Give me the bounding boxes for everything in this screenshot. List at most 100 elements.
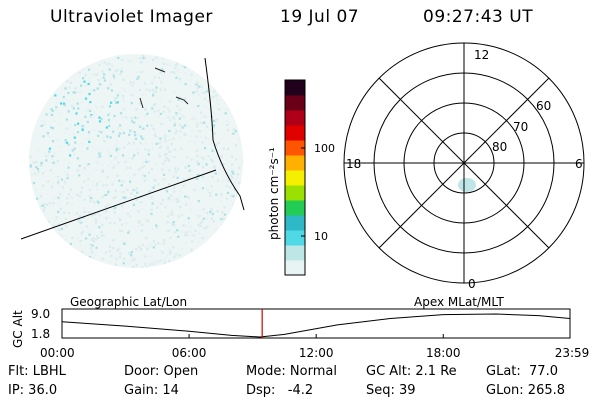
emission-pixel <box>144 263 147 266</box>
emission-pixel <box>196 160 199 163</box>
emission-pixel <box>163 105 166 108</box>
emission-pixel <box>145 178 148 181</box>
emission-pixel <box>94 105 97 108</box>
emission-pixel <box>90 257 93 260</box>
emission-pixel <box>128 156 131 159</box>
colorbar-band <box>285 230 305 246</box>
emission-pixel <box>107 87 110 90</box>
emission-pixel <box>160 250 163 253</box>
colorbar-frame <box>284 79 306 276</box>
emission-pixel <box>86 163 89 166</box>
emission-pixel <box>209 158 213 161</box>
emission-pixel <box>176 105 179 108</box>
emission-pixel <box>103 61 106 64</box>
emission-pixel <box>108 68 111 71</box>
emission-pixel <box>153 76 156 79</box>
emission-pixel <box>120 70 123 73</box>
emission-pixel <box>35 174 38 177</box>
emission-pixel <box>94 223 97 226</box>
emission-pixel <box>176 200 179 203</box>
emission-pixel <box>126 188 129 192</box>
emission-pixel <box>143 174 146 178</box>
emission-pixel <box>132 142 135 145</box>
emission-pixel <box>67 110 70 113</box>
emission-pixel <box>147 160 150 163</box>
emission-pixel <box>160 210 163 213</box>
emission-pixel <box>161 68 164 71</box>
emission-pixel <box>213 90 216 93</box>
timeline-left-title: Geographic Lat/Lon <box>70 295 188 309</box>
emission-pixel <box>107 164 110 167</box>
emission-pixel <box>66 173 69 176</box>
emission-pixel <box>163 73 166 76</box>
emission-pixel <box>107 62 110 65</box>
emission-pixel <box>69 242 73 246</box>
emission-pixel <box>94 160 98 163</box>
emission-pixel <box>210 208 213 211</box>
emission-pixel <box>198 215 201 218</box>
emission-pixel <box>216 179 220 182</box>
gain-readout: Gain: 14 <box>124 383 179 398</box>
emission-pixel <box>47 154 50 157</box>
emission-pixel <box>114 196 117 199</box>
emission-pixel <box>223 213 226 216</box>
emission-pixel <box>143 82 146 85</box>
emission-pixel <box>119 229 122 232</box>
emission-pixel <box>132 203 135 206</box>
emission-pixel <box>75 112 78 115</box>
emission-pixel <box>99 180 102 183</box>
emission-pixel <box>97 134 100 137</box>
emission-pixel <box>150 168 153 171</box>
emission-pixel <box>152 94 155 97</box>
emission-pixel <box>147 153 150 156</box>
emission-pixel <box>139 248 142 251</box>
emission-pixel <box>71 203 74 206</box>
emission-pixel <box>205 185 208 188</box>
emission-pixel <box>51 157 54 160</box>
emission-pixel <box>77 122 80 125</box>
emission-pixel <box>210 128 213 131</box>
emission-pixel <box>108 260 112 264</box>
emission-pixel <box>214 172 217 175</box>
emission-pixel <box>217 103 220 106</box>
emission-pixel <box>238 181 241 185</box>
emission-pixel <box>141 137 144 140</box>
emission-pixel <box>68 99 71 102</box>
emission-pixel <box>96 154 99 158</box>
emission-pixel <box>226 191 230 194</box>
emission-pixel <box>191 130 194 133</box>
emission-pixel <box>110 89 114 92</box>
emission-pixel <box>154 103 157 106</box>
emission-pixel <box>147 171 150 174</box>
emission-pixel <box>111 183 114 186</box>
emission-pixel <box>202 208 205 211</box>
emission-pixel <box>150 196 153 199</box>
emission-pixel <box>172 246 175 249</box>
emission-pixel <box>172 115 175 119</box>
emission-pixel <box>66 202 69 205</box>
emission-pixel <box>105 210 108 213</box>
emission-pixel <box>126 212 129 215</box>
emission-pixel <box>206 100 210 103</box>
emission-pixel <box>166 221 169 224</box>
emission-pixel <box>112 197 115 200</box>
emission-pixel <box>186 156 189 159</box>
emission-pixel <box>91 213 94 217</box>
emission-pixel <box>104 120 107 124</box>
emission-pixel <box>187 196 190 199</box>
emission-pixel <box>160 123 163 126</box>
emission-pixel <box>125 222 128 225</box>
emission-pixel <box>88 80 91 83</box>
emission-pixel <box>48 112 51 115</box>
emission-pixel <box>156 261 159 264</box>
emission-pixel <box>183 132 186 135</box>
seq-readout: Seq: 39 <box>366 383 416 398</box>
emission-pixel <box>163 258 166 261</box>
emission-pixel <box>150 198 153 201</box>
emission-pixel <box>87 109 90 112</box>
emission-pixel <box>68 211 71 215</box>
timeline-x-tick-label: 00:00 <box>40 346 75 360</box>
emission-pixel <box>86 147 89 150</box>
emission-pixel <box>72 132 75 136</box>
emission-pixel <box>197 199 200 203</box>
